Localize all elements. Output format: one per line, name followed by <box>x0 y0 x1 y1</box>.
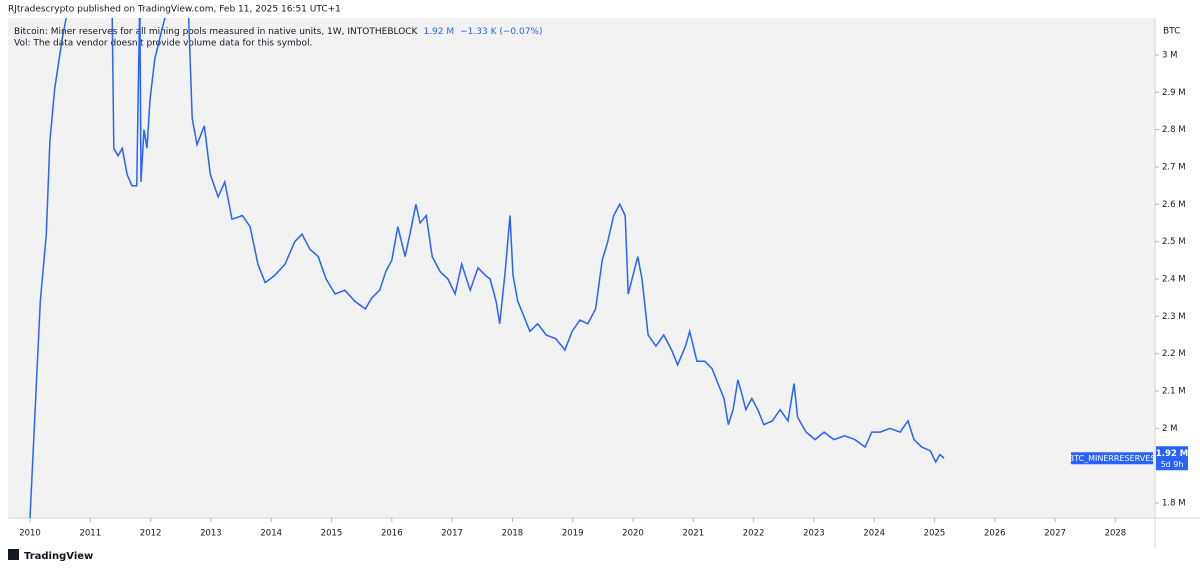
price-tag-symbol-box <box>1071 452 1153 465</box>
x-tick-label: 2013 <box>200 529 222 539</box>
y-tick-label: 2.2 M <box>1162 349 1186 359</box>
y-tick-label: 2.3 M <box>1162 312 1186 322</box>
y-tick-label: 2.1 M <box>1162 387 1186 397</box>
series-line <box>29 18 945 518</box>
x-tick-label: 2018 <box>502 529 524 539</box>
x-tick-label: 2012 <box>140 529 162 539</box>
x-tick-label: 2027 <box>1044 529 1066 539</box>
price-tag-symbol: BTC_MINERRESERVES <box>1069 454 1156 463</box>
y-unit: BTC <box>1163 27 1180 37</box>
y-tick-label: 2.8 M <box>1162 125 1186 135</box>
volume-note: Vol: The data vendor doesn't provide vol… <box>14 39 312 49</box>
x-tick-label: 2024 <box>863 529 885 539</box>
plot-area <box>8 18 1155 518</box>
x-tick-label: 2022 <box>743 529 765 539</box>
y-tick-label: 3 M <box>1162 50 1177 60</box>
x-tick-label: 2016 <box>381 529 403 539</box>
y-tick-label: 2.9 M <box>1162 88 1186 98</box>
published-line: RJtradescrypto published on TradingView.… <box>8 5 341 15</box>
x-tick-label: 2028 <box>1105 529 1127 539</box>
x-tick-label: 2020 <box>622 529 644 539</box>
price-tag-box <box>1156 446 1188 471</box>
x-tick-label: 2021 <box>682 529 704 539</box>
brand-logo <box>8 549 19 560</box>
brand: TradingView <box>24 551 93 562</box>
price-tag-value: 1.92 M <box>1156 449 1188 459</box>
y-tick-label: 2.5 M <box>1162 237 1186 247</box>
x-tick-label: 2017 <box>441 529 463 539</box>
y-tick-label: 1.8 M <box>1162 499 1186 509</box>
series-name: Bitcoin: Miner reserves for all mining p… <box>14 27 419 37</box>
change: −1.33 K (−0.07%) <box>460 27 542 37</box>
x-tick-label: 2026 <box>984 529 1006 539</box>
y-tick-label: 2 M <box>1162 424 1177 434</box>
y-tick-label: 2.6 M <box>1162 200 1186 210</box>
x-tick-label: 2014 <box>260 529 282 539</box>
y-tick-label: 2.7 M <box>1162 162 1186 172</box>
x-tick-label: 2011 <box>79 529 101 539</box>
x-tick-label: 2025 <box>924 529 946 539</box>
x-tick-label: 2010 <box>19 529 41 539</box>
legend-line: Bitcoin: Miner reserves for all mining p… <box>14 27 543 37</box>
x-tick-label: 2023 <box>803 529 825 539</box>
price-tag-countdown: 5d 9h <box>1161 460 1184 469</box>
y-tick-label: 2.4 M <box>1162 275 1186 285</box>
x-tick-label: 2019 <box>562 529 584 539</box>
last-value: 1.92 M <box>423 27 454 37</box>
x-tick-label: 2015 <box>321 529 343 539</box>
